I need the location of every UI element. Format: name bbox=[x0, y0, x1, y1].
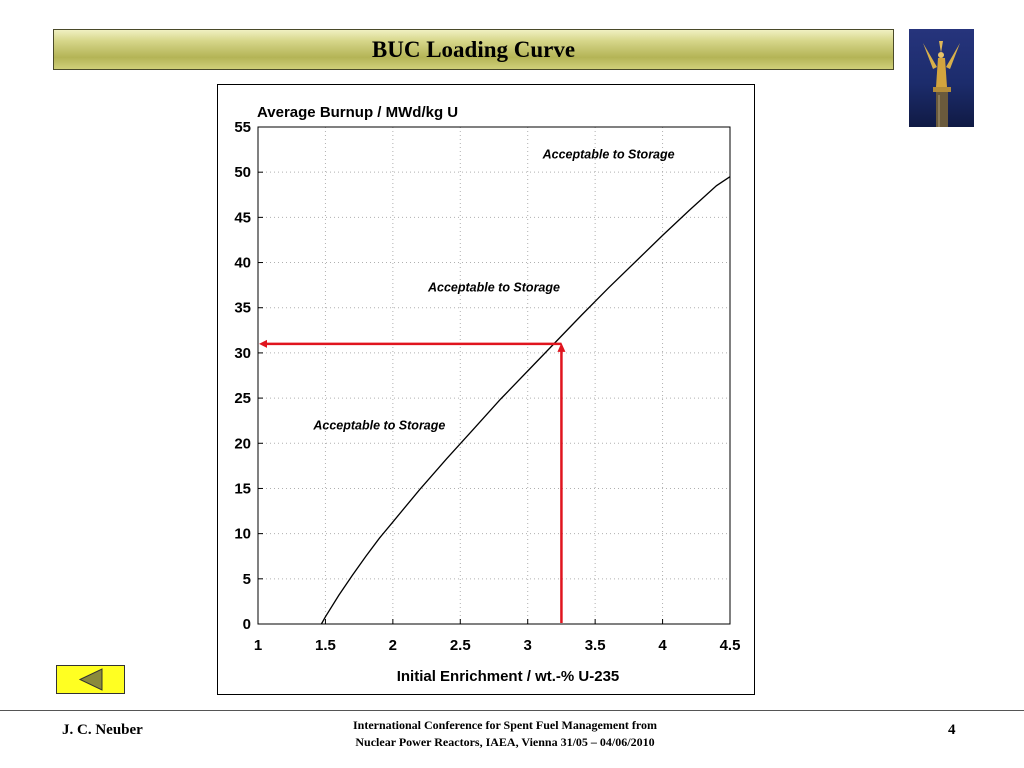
y-tick-label: 30 bbox=[234, 345, 251, 362]
y-axis-label: Average Burnup / MWd/kg U bbox=[257, 104, 458, 121]
y-tick-label: 5 bbox=[243, 571, 251, 588]
plot-area bbox=[257, 126, 731, 625]
x-tick-label: 2 bbox=[389, 637, 397, 654]
footer-divider bbox=[0, 710, 1024, 711]
x-tick-label: 3 bbox=[524, 637, 532, 654]
y-tick-label: 35 bbox=[234, 300, 251, 317]
x-tick-label: 4 bbox=[658, 637, 667, 654]
footer-conference: International Conference for Spent Fuel … bbox=[300, 717, 710, 751]
loading-curve bbox=[320, 176, 731, 625]
region-annotation: Acceptable to Storage bbox=[312, 419, 445, 433]
page-number: 4 bbox=[948, 722, 956, 738]
x-tick-label: 3.5 bbox=[585, 637, 606, 654]
slide-title: BUC Loading Curve bbox=[371, 36, 576, 62]
indicator-arrowhead-up bbox=[557, 342, 566, 352]
y-tick-label: 20 bbox=[234, 435, 251, 452]
x-tick-label: 4.5 bbox=[720, 637, 741, 654]
region-annotation: Acceptable to Storage bbox=[542, 148, 675, 162]
back-triangle-icon bbox=[78, 668, 103, 691]
footer-conference-line1: International Conference for Spent Fuel … bbox=[353, 718, 657, 732]
golden-statue-icon bbox=[909, 29, 974, 127]
x-tick-label: 1.5 bbox=[315, 637, 336, 654]
y-tick-label: 15 bbox=[234, 480, 251, 497]
y-tick-label: 45 bbox=[234, 209, 251, 226]
y-tick-label: 50 bbox=[234, 164, 251, 181]
title-bar: BUC Loading Curve bbox=[53, 29, 894, 70]
x-axis-label: Initial Enrichment / wt.-% U-235 bbox=[397, 668, 620, 685]
x-tick-label: 1 bbox=[254, 637, 262, 654]
back-button[interactable] bbox=[56, 665, 125, 694]
y-tick-label: 40 bbox=[234, 255, 251, 272]
x-tick-label: 2.5 bbox=[450, 637, 471, 654]
region-annotation: Acceptable to Storage bbox=[427, 280, 560, 294]
y-tick-label: 25 bbox=[234, 390, 251, 407]
footer-conference-line2: Nuclear Power Reactors, IAEA, Vienna 31/… bbox=[355, 735, 655, 749]
y-tick-label: 55 bbox=[234, 119, 251, 136]
chart-frame: 1 1.5 2 2.5 3 3.5 4 4.5 0 5 10 15 20 25 30 35 40 45 50 55 Av… bbox=[217, 84, 755, 695]
footer-author: J. C. Neuber bbox=[62, 722, 143, 738]
indicator-arrowhead-left bbox=[259, 339, 267, 348]
burnup-chart: 1 1.5 2 2.5 3 3.5 4 4.5 0 5 10 15 20 25 30 35 40 45 50 55 Av… bbox=[234, 104, 741, 685]
y-tick-label: 0 bbox=[243, 616, 251, 633]
y-tick-label: 10 bbox=[234, 526, 251, 543]
